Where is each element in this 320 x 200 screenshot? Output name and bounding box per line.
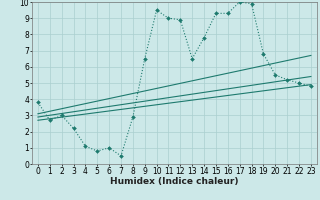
- X-axis label: Humidex (Indice chaleur): Humidex (Indice chaleur): [110, 177, 239, 186]
